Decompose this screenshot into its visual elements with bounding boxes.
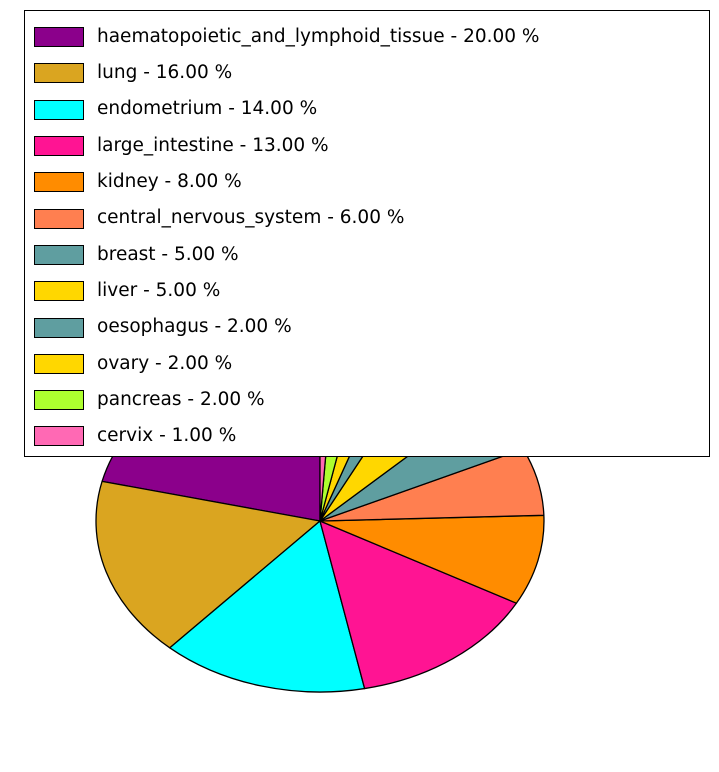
legend-swatch-large_intestine	[34, 136, 84, 157]
legend-swatch-oesophagus	[34, 317, 84, 338]
legend: haematopoietic_and_lymphoid_tissue - 20.…	[24, 10, 710, 457]
legend-label: central_nervous_system - 6.00 %	[97, 207, 405, 229]
legend-label: large_intestine - 13.00 %	[97, 134, 329, 156]
legend-swatch-breast	[34, 244, 84, 265]
legend-swatch-central_nervous_system	[34, 208, 84, 229]
legend-label: breast - 5.00 %	[97, 243, 239, 265]
pie-slice-large_intestine	[319, 520, 518, 690]
legend-swatch-ovary	[34, 353, 84, 374]
legend-item: large_intestine - 13.00 %	[25, 128, 709, 164]
legend-item: liver - 5.00 %	[25, 273, 709, 309]
legend-swatch-haematopoietic_and_lymphoid_tissue	[34, 27, 84, 48]
legend-swatch-cervix	[34, 426, 84, 447]
legend-label: kidney - 8.00 %	[97, 171, 242, 193]
legend-item: endometrium - 14.00 %	[25, 92, 709, 128]
legend-item: breast - 5.00 %	[25, 237, 709, 273]
legend-label: liver - 5.00 %	[97, 279, 221, 301]
legend-item: central_nervous_system - 6.00 %	[25, 200, 709, 236]
legend-label: ovary - 2.00 %	[97, 352, 233, 374]
legend-item: oesophagus - 2.00 %	[25, 309, 709, 345]
pie-slice-lung	[95, 480, 321, 649]
legend-swatch-endometrium	[34, 99, 84, 120]
legend-item: pancreas - 2.00 %	[25, 382, 709, 418]
legend-label: cervix - 1.00 %	[97, 425, 237, 447]
legend-label: lung - 16.00 %	[97, 62, 233, 84]
legend-item: cervix - 1.00 %	[25, 418, 709, 454]
pie-slice-kidney	[319, 514, 545, 604]
legend-label: haematopoietic_and_lymphoid_tissue - 20.…	[97, 25, 540, 47]
legend-item: haematopoietic_and_lymphoid_tissue - 20.…	[25, 19, 709, 55]
legend-label: endometrium - 14.00 %	[97, 98, 318, 120]
legend-swatch-liver	[34, 281, 84, 302]
legend-swatch-lung	[34, 63, 84, 84]
legend-item: ovary - 2.00 %	[25, 346, 709, 382]
legend-item: lung - 16.00 %	[25, 55, 709, 91]
pie-slice-endometrium	[169, 520, 366, 693]
legend-rows: haematopoietic_and_lymphoid_tissue - 20.…	[25, 19, 709, 455]
legend-label: oesophagus - 2.00 %	[97, 316, 292, 338]
legend-swatch-pancreas	[34, 390, 84, 411]
legend-item: kidney - 8.00 %	[25, 164, 709, 200]
legend-swatch-kidney	[34, 172, 84, 193]
legend-label: pancreas - 2.00 %	[97, 388, 265, 410]
